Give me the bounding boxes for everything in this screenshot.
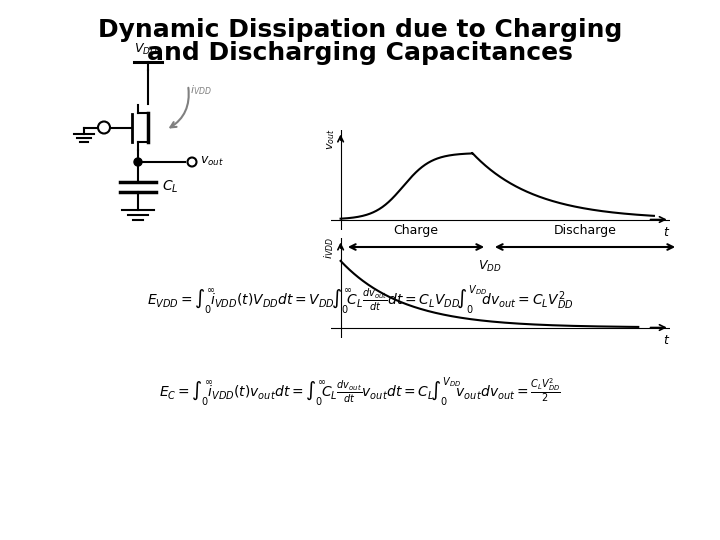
Circle shape [134,158,142,166]
Text: $v_{out}$: $v_{out}$ [200,154,224,167]
Text: Dynamic Dissipation due to Charging: Dynamic Dissipation due to Charging [98,18,622,42]
Text: and Discharging Capacitances: and Discharging Capacitances [147,41,573,65]
Text: $t$: $t$ [663,334,670,347]
Circle shape [187,158,197,166]
Text: $V_{DD}$: $V_{DD}$ [134,42,158,57]
Text: $v_{out}$: $v_{out}$ [325,129,338,150]
Text: Discharge: Discharge [554,224,616,237]
Text: $V_{DD}$: $V_{DD}$ [478,259,502,274]
Text: Charge: Charge [394,224,438,237]
Text: $E_{VDD} = \int_0^{\infty}\!\! i_{VDD}(t)V_{DD}dt = V_{DD}\!\int_0^{\infty}\!\! : $E_{VDD} = \int_0^{\infty}\!\! i_{VDD}(t… [147,284,573,316]
Text: $i_{VDD}$: $i_{VDD}$ [190,83,212,97]
Text: $t$: $t$ [663,226,670,239]
Text: $i_{VDD}$: $i_{VDD}$ [322,237,336,259]
Text: $C_L$: $C_L$ [162,179,179,195]
Text: $E_C = \int_0^{\infty}\!\! i_{VDD}(t)v_{out}dt = \int_0^{\infty}\!\! C_L \frac{d: $E_C = \int_0^{\infty}\!\! i_{VDD}(t)v_{… [159,375,561,408]
Circle shape [98,122,110,133]
